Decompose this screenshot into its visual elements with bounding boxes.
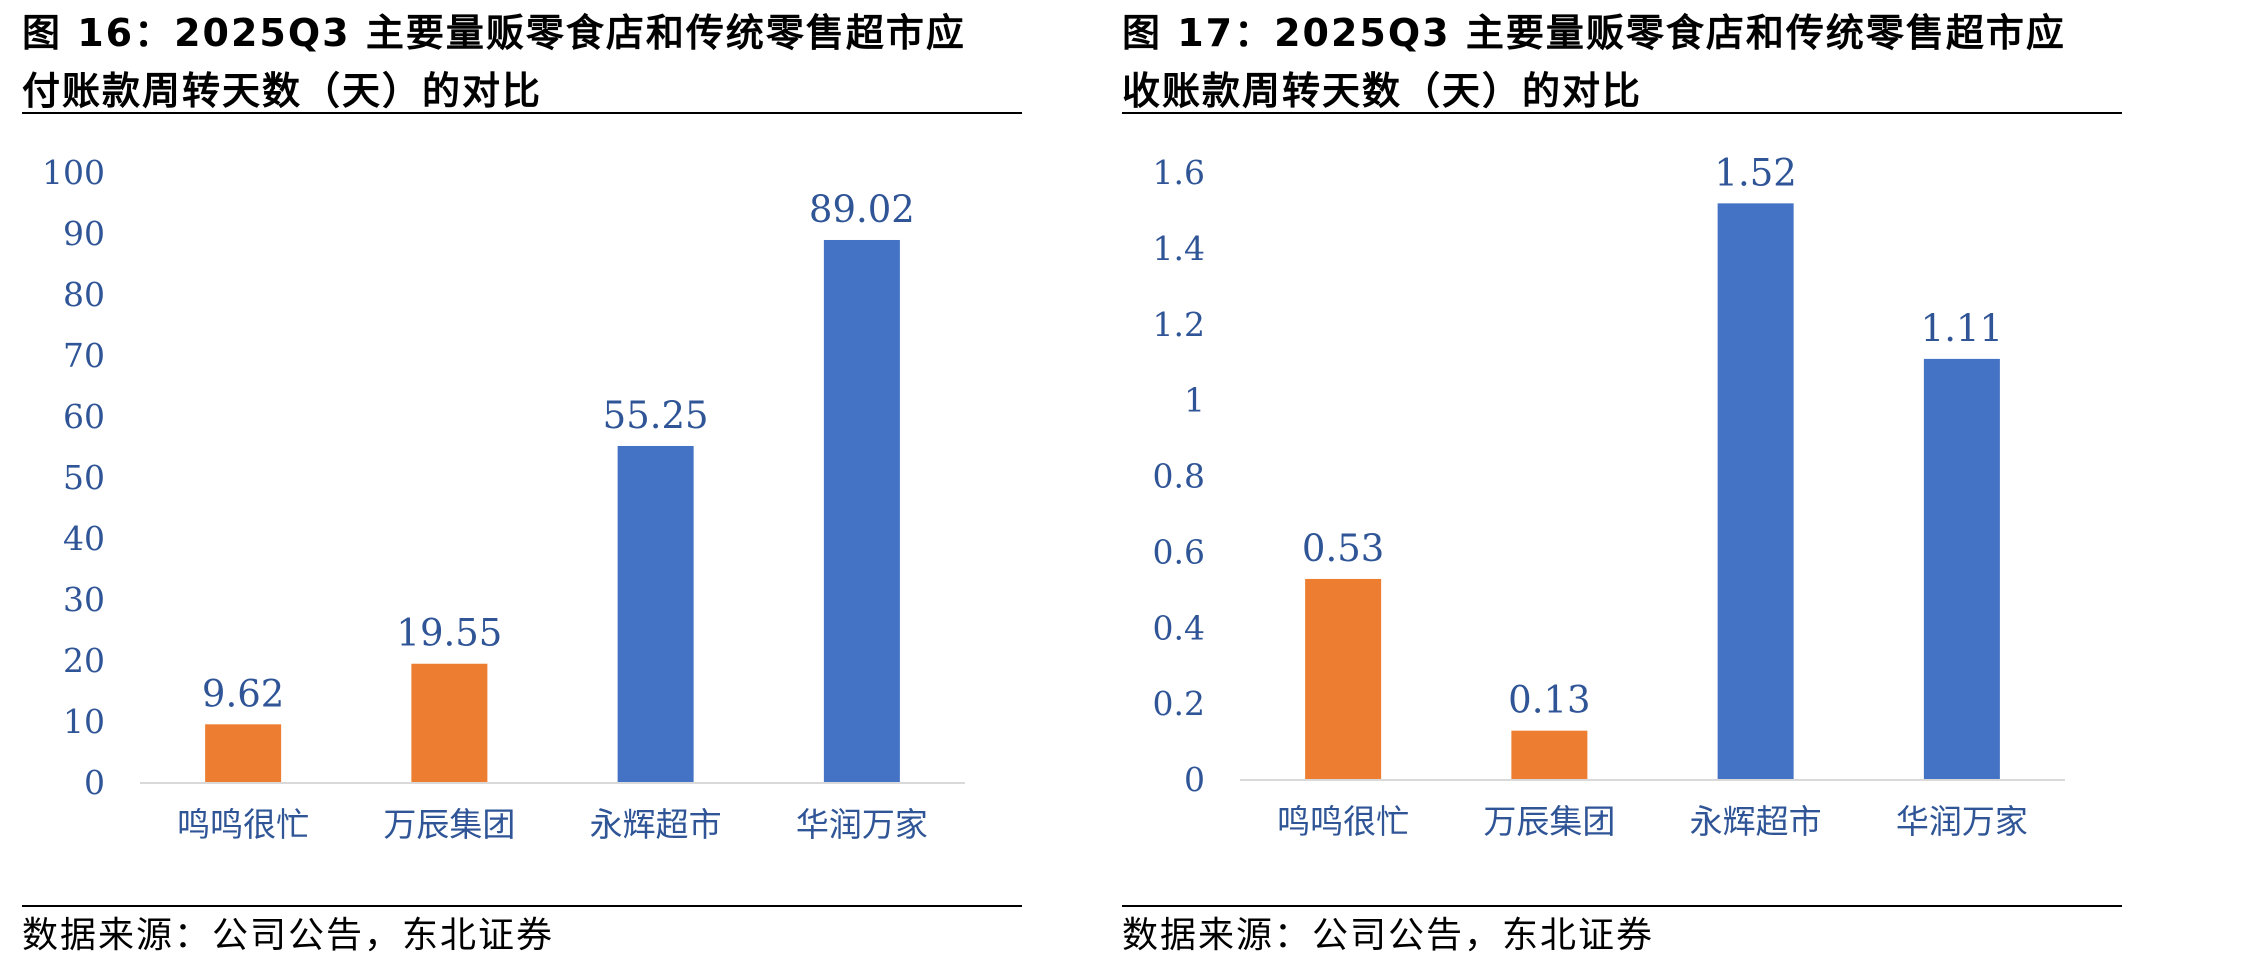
title-divider <box>22 112 1022 114</box>
chart-title-line-2: 收账款周转天数（天）的对比 <box>1122 69 1643 113</box>
y-tick-label: 0.8 <box>1153 457 1205 496</box>
bar <box>1717 203 1794 781</box>
y-tick-label: 1.4 <box>1153 229 1205 268</box>
data-label: 9.62 <box>202 672 284 715</box>
data-label: 1.52 <box>1714 151 1796 194</box>
bar <box>411 663 488 783</box>
x-category-label: 万辰集团 <box>1483 802 1615 841</box>
chart-panel-16: 图 16：2025Q3 主要量贩零食店和传统零售超市应 付账款周转天数（天）的对… <box>0 0 1110 968</box>
chart-panel-17: 图 17：2025Q3 主要量贩零食店和传统零售超市应 收账款周转天数（天）的对… <box>1100 0 2210 968</box>
x-category-label: 永辉超市 <box>1690 802 1822 841</box>
y-tick-label: 100 <box>42 153 105 192</box>
y-tick-label: 0.6 <box>1153 532 1205 571</box>
bar <box>1511 730 1588 780</box>
chart-title-line-1: 图 16：2025Q3 主要量贩零食店和传统零售超市应 <box>22 11 966 55</box>
x-category-label: 永辉超市 <box>590 805 722 844</box>
data-label: 89.02 <box>809 188 915 231</box>
chart-title-line-2: 付账款周转天数（天）的对比 <box>22 69 543 113</box>
y-tick-label: 50 <box>63 458 105 497</box>
bar <box>823 239 900 783</box>
y-tick-label: 30 <box>63 580 105 619</box>
y-tick-label: 1.6 <box>1153 153 1205 192</box>
data-label: 1.11 <box>1921 307 2003 350</box>
y-tick-label: 0 <box>84 763 105 802</box>
chart-title: 图 16：2025Q3 主要量贩零食店和传统零售超市应 付账款周转天数（天）的对… <box>22 4 1022 120</box>
source-note: 数据来源：公司公告，东北证券 <box>22 915 555 956</box>
y-tick-label: 1 <box>1184 381 1205 420</box>
y-tick-label: 1.2 <box>1153 305 1205 344</box>
y-tick-label: 20 <box>63 641 105 680</box>
source-divider <box>1122 905 2122 907</box>
bar <box>1923 358 2000 780</box>
chart-title: 图 17：2025Q3 主要量贩零食店和传统零售超市应 收账款周转天数（天）的对… <box>1122 4 2122 120</box>
x-category-label: 华润万家 <box>1896 802 2028 841</box>
bar <box>1305 578 1382 780</box>
y-tick-label: 0 <box>1184 760 1205 799</box>
y-tick-label: 0.4 <box>1153 608 1205 647</box>
data-label: 0.53 <box>1302 527 1384 570</box>
y-tick-label: 60 <box>63 397 105 436</box>
bar <box>617 445 694 783</box>
data-label: 0.13 <box>1508 679 1590 722</box>
x-category-label: 鸣鸣很忙 <box>177 805 309 844</box>
x-category-label: 华润万家 <box>796 805 928 844</box>
y-tick-label: 90 <box>63 214 105 253</box>
y-tick-label: 10 <box>63 702 105 741</box>
data-label: 19.55 <box>396 612 502 655</box>
y-tick-label: 40 <box>63 519 105 558</box>
x-category-label: 鸣鸣很忙 <box>1277 802 1409 841</box>
chart-title-line-1: 图 17：2025Q3 主要量贩零食店和传统零售超市应 <box>1122 11 2066 55</box>
title-divider <box>1122 112 2122 114</box>
y-tick-label: 80 <box>63 275 105 314</box>
y-tick-label: 0.2 <box>1153 684 1205 723</box>
source-note: 数据来源：公司公告，东北证券 <box>1122 915 1655 956</box>
bar-chart-receivables: 0 0.2 0.4 0.6 0.8 1 1.2 1.4 1.6 0.53 鸣鸣很忙 0.13 万辰集团 1… <box>1153 151 2065 841</box>
x-category-label: 万辰集团 <box>383 805 515 844</box>
source-divider <box>22 905 1022 907</box>
bar <box>205 724 282 783</box>
bar-chart-payables: 0 10 20 30 40 50 60 70 80 90 100 9.62 鸣鸣很忙 19.55 万辰集团 5… <box>42 153 965 844</box>
data-label: 55.25 <box>603 394 709 437</box>
y-tick-label: 70 <box>63 336 105 375</box>
